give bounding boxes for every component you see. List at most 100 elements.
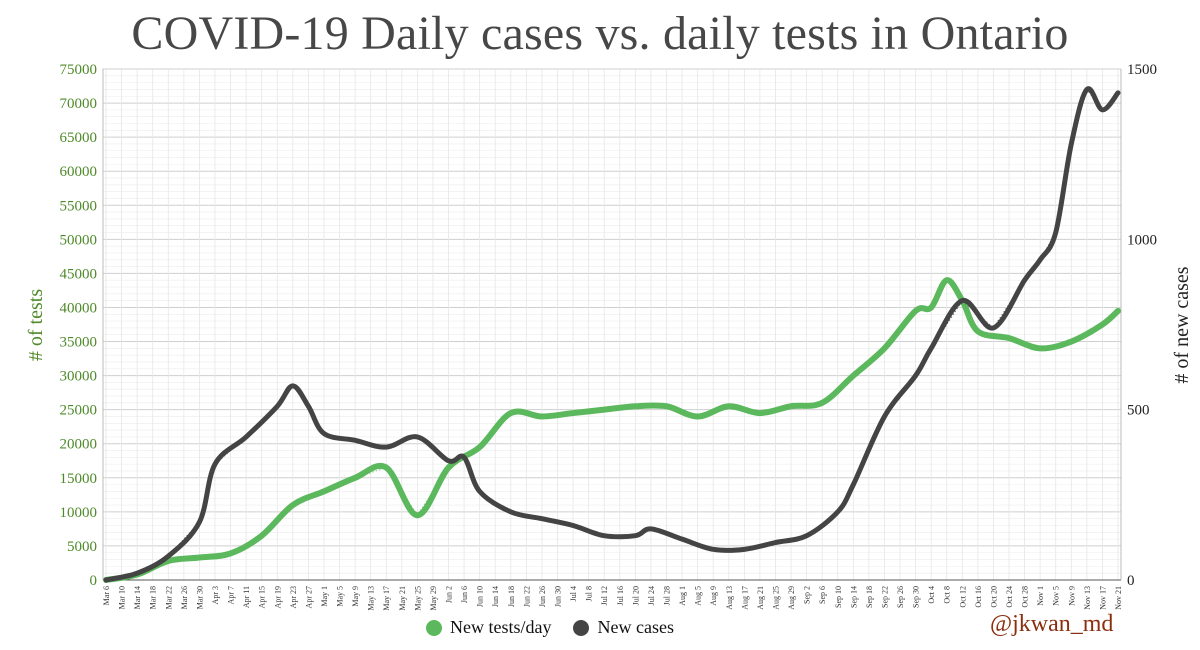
x-tick-label: Jun 22	[522, 586, 531, 607]
x-tick-label: Aug 25	[771, 586, 780, 610]
x-tick-label: Oct 24	[1005, 586, 1014, 608]
x-tick-label: Nov 13	[1083, 586, 1092, 610]
data-point	[711, 547, 716, 552]
series-cases	[103, 86, 1121, 583]
y-tick-left: 75000	[60, 62, 98, 78]
data-point	[602, 407, 607, 412]
data-point	[243, 434, 249, 440]
x-tick-label: May 13	[367, 586, 376, 611]
legend-swatch-cases	[573, 619, 590, 636]
x-axis-ticks: Mar 6 Mar 10 Mar 14 Mar 18 Mar 22 Mar 26 Mar 3…	[102, 586, 1123, 611]
x-tick-label: Sep 6	[818, 586, 827, 604]
x-tick-label: Apr 7	[227, 586, 236, 604]
data-point	[539, 516, 545, 521]
data-point	[1069, 141, 1074, 147]
data-point	[742, 547, 747, 552]
y-tick-left: 65000	[60, 130, 98, 146]
y-tick-right: 500	[1127, 403, 1150, 419]
x-tick-label: May 17	[382, 586, 391, 611]
y-tick-left: 50000	[60, 232, 98, 248]
data-point	[913, 373, 918, 378]
x-tick-label: Oct 20	[989, 586, 998, 608]
y-axis-left-ticks: 0 5000 10000 15000 20000 25000 30000 35000 40000…	[60, 62, 98, 589]
x-tick-label: May 21	[398, 586, 407, 611]
x-tick-label: Oct 28	[1021, 586, 1030, 608]
data-point	[1037, 346, 1043, 351]
data-point	[851, 373, 856, 378]
y-tick-left: 5000	[67, 539, 97, 555]
y-tick-left: 70000	[60, 96, 98, 112]
data-point	[913, 308, 918, 314]
x-tick-label: Apr 19	[273, 586, 282, 608]
x-tick-label: Sep 14	[849, 586, 858, 608]
x-tick-label: Mar 10	[118, 586, 127, 609]
x-tick-label: Oct 4	[927, 586, 936, 604]
legend: New tests/day New cases	[426, 617, 696, 638]
data-point	[695, 414, 700, 419]
data-point	[446, 458, 451, 463]
y-tick-left: 55000	[60, 198, 98, 214]
data-point	[570, 410, 576, 416]
data-point	[664, 404, 669, 409]
data-point	[1037, 257, 1043, 262]
chart-title: COVID-19 Daily cases vs. daily tests in …	[131, 7, 1069, 60]
author-credit: @jkwan_md	[990, 611, 1114, 637]
y-tick-left: 20000	[60, 437, 98, 453]
series-daily-tests	[105, 279, 1119, 581]
data-point	[648, 526, 654, 532]
x-tick-label: Sep 2	[803, 586, 812, 604]
data-point	[415, 513, 420, 518]
data-point	[1100, 107, 1105, 113]
x-tick-label: Jul 4	[569, 586, 578, 601]
data-point	[944, 278, 949, 283]
data-point	[415, 434, 420, 440]
data-point	[166, 553, 171, 559]
x-tick-label: Nov 21	[1114, 586, 1123, 610]
data-point	[290, 502, 296, 508]
data-point	[991, 325, 996, 331]
y-tick-left: 45000	[60, 266, 98, 282]
data-point	[804, 533, 809, 538]
data-point	[384, 465, 389, 470]
data-point	[539, 414, 545, 419]
data-point	[1022, 278, 1027, 283]
data-point	[477, 489, 482, 494]
x-tick-label: Mar 30	[195, 586, 204, 609]
x-tick-label: Sep 30	[912, 586, 921, 608]
y-tick-right: 0	[1127, 573, 1135, 589]
x-tick-label: Aug 1	[678, 586, 687, 606]
x-tick-label: Sep 10	[834, 586, 843, 608]
x-tick-label: Mar 18	[149, 586, 158, 609]
x-tick-label: Aug 29	[787, 586, 796, 610]
data-point	[290, 383, 296, 389]
data-point	[633, 404, 638, 409]
data-point	[819, 400, 825, 406]
y-tick-right: 1000	[1127, 232, 1157, 248]
x-tick-label: Jul 8	[585, 586, 594, 601]
data-point	[352, 438, 358, 443]
data-point	[508, 410, 513, 416]
y-tick-right: 1500	[1127, 62, 1157, 78]
data-point	[228, 551, 233, 556]
x-tick-label: Nov 5	[1052, 586, 1061, 606]
data-point	[1100, 322, 1105, 327]
x-tick-label: Mar 26	[180, 586, 189, 609]
x-tick-label: Nov 9	[1067, 586, 1076, 606]
x-tick-label: May 25	[413, 586, 422, 611]
x-tick-label: Nov 1	[1036, 586, 1045, 606]
data-point	[851, 482, 856, 487]
x-tick-label: Sep 22	[880, 586, 889, 608]
x-tick-label: Mar 14	[133, 586, 142, 609]
x-tick-label: Aug 17	[740, 586, 749, 610]
x-tick-label: Nov 17	[1098, 586, 1107, 610]
data-point	[788, 404, 794, 409]
x-tick-label: Jun 14	[491, 586, 500, 607]
data-point	[212, 461, 218, 467]
data-point	[321, 431, 327, 436]
x-tick-label: May 9	[351, 586, 360, 607]
x-tick-label: Mar 6	[102, 586, 111, 605]
data-point	[726, 404, 731, 409]
data-point	[103, 577, 109, 583]
x-tick-label: Aug 9	[709, 586, 718, 606]
y-tick-left: 40000	[60, 300, 98, 316]
